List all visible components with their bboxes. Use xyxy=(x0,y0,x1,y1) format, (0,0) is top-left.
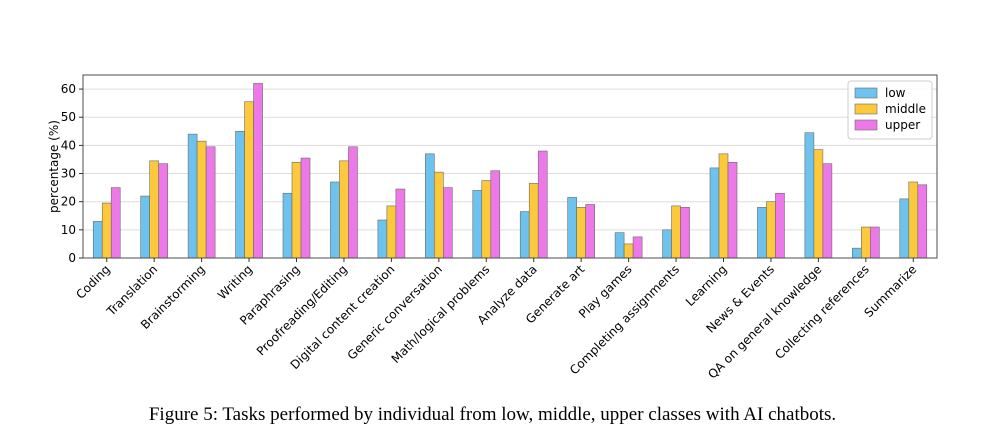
bar-low xyxy=(519,211,530,259)
bar-middle xyxy=(528,183,539,259)
bar-low xyxy=(187,133,198,259)
bar-low xyxy=(472,190,483,259)
bars xyxy=(92,83,928,259)
bar-middle xyxy=(434,171,444,259)
legend: low middle upper xyxy=(847,80,933,140)
bar-middle xyxy=(101,202,112,259)
legend-swatch-upper xyxy=(854,119,878,131)
legend-label: low xyxy=(885,86,906,100)
bar-chart: 0 10 20 30 40 50 60 CodingTranslationBrainstor… xyxy=(47,74,938,382)
bar-upper xyxy=(727,161,738,259)
bar-upper xyxy=(300,157,311,259)
bar-upper xyxy=(822,163,833,259)
legend-swatch-low xyxy=(854,87,878,99)
bar-upper xyxy=(205,146,216,259)
y-tick-label: 40 xyxy=(61,138,76,152)
bar-middle xyxy=(149,160,159,259)
bar-upper xyxy=(632,236,643,259)
bar-low xyxy=(614,232,625,259)
bar-upper xyxy=(110,187,121,259)
x-tick-label: Learning xyxy=(683,262,730,309)
bar-low xyxy=(804,132,815,259)
bar-low xyxy=(425,153,435,259)
bar-middle xyxy=(339,160,349,259)
bar-middle xyxy=(908,181,919,259)
legend-label: middle xyxy=(885,102,926,116)
y-axis: 0 10 20 30 40 50 60 xyxy=(61,82,83,265)
bar-low xyxy=(235,131,245,259)
bar-middle xyxy=(386,205,397,259)
bar-low xyxy=(567,197,577,259)
y-tick-label: 0 xyxy=(68,251,76,265)
y-tick-label: 30 xyxy=(61,167,76,181)
legend-swatch-middle xyxy=(854,103,878,115)
bar-upper xyxy=(537,150,548,259)
bar-middle xyxy=(291,161,302,259)
x-tick-label: Coding xyxy=(73,262,113,302)
bar-upper xyxy=(253,83,263,259)
y-axis-label: percentage (%) xyxy=(47,120,61,213)
bar-low xyxy=(140,195,150,259)
bar-middle xyxy=(813,149,824,259)
bar-middle xyxy=(244,101,254,259)
bar-middle xyxy=(671,205,681,259)
bar-middle xyxy=(861,226,871,259)
x-tick-label: Proofreading/Editing xyxy=(254,262,350,358)
y-tick-label: 60 xyxy=(61,82,76,96)
bar-low xyxy=(709,167,720,259)
x-tick-label: Generic conversation xyxy=(345,262,445,362)
bar-upper xyxy=(443,187,453,259)
bar-upper xyxy=(490,170,501,259)
bar-low xyxy=(662,229,672,259)
bar-middle xyxy=(481,180,492,259)
legend-label: upper xyxy=(885,118,920,132)
bar-upper xyxy=(917,184,928,259)
bar-upper xyxy=(870,226,880,259)
bar-low xyxy=(757,207,767,259)
bar-middle xyxy=(766,201,776,259)
bar-upper xyxy=(395,188,406,259)
x-tick-label: Collecting references xyxy=(772,262,872,362)
y-tick-label: 10 xyxy=(61,223,76,237)
bar-low xyxy=(852,247,862,259)
bar-upper xyxy=(585,204,595,259)
plot-frame xyxy=(82,74,938,259)
bar-middle xyxy=(718,153,729,259)
bar-low xyxy=(92,221,103,259)
figure-caption: Figure 5: Tasks performed by individual … xyxy=(148,404,837,425)
bar-middle xyxy=(196,140,207,259)
bar-upper xyxy=(158,163,168,259)
bar-low xyxy=(377,219,388,259)
bar-middle xyxy=(576,207,586,259)
gridlines xyxy=(83,88,937,259)
bar-low xyxy=(330,181,340,259)
bar-upper xyxy=(775,192,785,259)
bar-upper xyxy=(680,207,690,259)
bar-low xyxy=(899,198,910,259)
bar-upper xyxy=(348,146,358,259)
bar-middle xyxy=(623,243,634,259)
x-tick-label: Writing xyxy=(215,262,255,302)
bar-low xyxy=(282,192,293,259)
y-tick-label: 50 xyxy=(61,110,76,124)
y-tick-label: 20 xyxy=(61,195,76,209)
